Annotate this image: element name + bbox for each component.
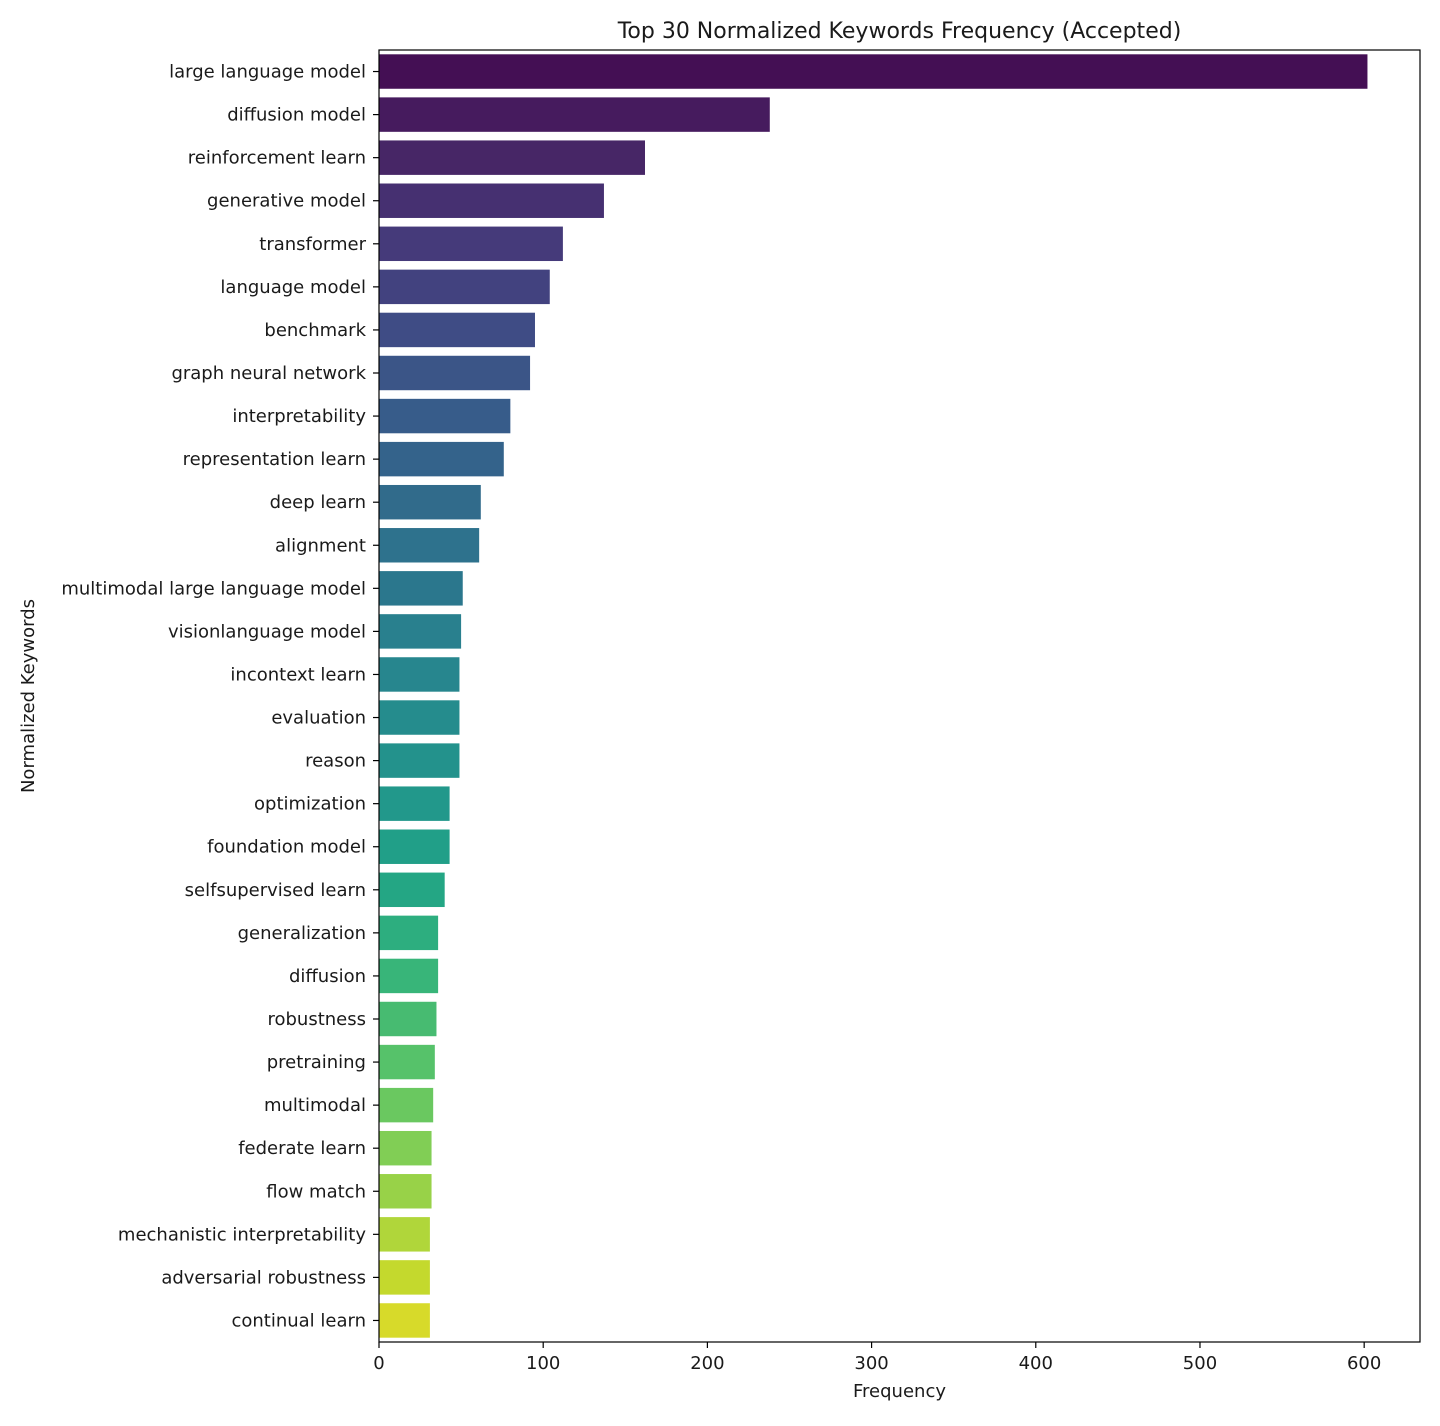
bar (379, 915, 439, 951)
y-tick-label: language model (220, 277, 366, 298)
x-tick-label: 100 (526, 1353, 560, 1374)
y-tick-label: reinforcement learn (188, 148, 366, 169)
bar (379, 355, 531, 391)
x-tick-label: 600 (1347, 1353, 1381, 1374)
y-tick-label: generative model (207, 191, 366, 212)
bar (379, 528, 480, 563)
y-tick-label: generalization (238, 923, 366, 944)
bar (379, 1130, 432, 1166)
y-tick-label: selfsupervised learn (185, 880, 366, 901)
bar (379, 54, 1368, 89)
bar (379, 743, 460, 778)
y-tick-label: adversarial robustness (161, 1267, 366, 1288)
y-tick-label: continual learn (231, 1310, 366, 1331)
y-tick-label: pretraining (267, 1052, 366, 1073)
y-tick-label: robustness (267, 1009, 366, 1030)
x-tick-label: 200 (690, 1353, 724, 1374)
bar (379, 1303, 430, 1338)
x-tick-label: 500 (1183, 1353, 1217, 1374)
y-tick-label: foundation model (207, 837, 366, 858)
y-tick-label: federate learn (238, 1138, 366, 1159)
chart-title: Top 30 Normalized Keywords Frequency (Ac… (617, 19, 1182, 44)
x-axis-ticks: 0 100 200 300 400 500 600 (373, 1342, 1381, 1374)
bar (379, 312, 535, 348)
y-tick-label: graph neural network (171, 363, 366, 384)
y-tick-label: representation learn (183, 449, 366, 470)
bar (379, 97, 770, 132)
y-tick-label: mechanistic interpretability (118, 1224, 366, 1245)
bar (379, 829, 450, 864)
bar (379, 441, 504, 477)
bar (379, 872, 445, 908)
y-tick-label: visionlanguage model (168, 621, 366, 642)
bar (379, 226, 563, 262)
y-tick-label: multimodal large language model (61, 578, 366, 599)
y-tick-label: diffusion model (227, 105, 366, 126)
bar (379, 958, 439, 994)
bar (379, 657, 460, 692)
bar (379, 1001, 437, 1037)
x-tick-label: 400 (1019, 1353, 1053, 1374)
x-axis-label: Frequency (853, 1381, 946, 1402)
y-axis-ticks: large language model diffusion model reinf… (61, 62, 379, 1331)
bar (379, 140, 645, 175)
y-tick-label: flow match (266, 1181, 366, 1202)
y-tick-label: multimodal (264, 1095, 366, 1116)
bar (379, 786, 450, 821)
y-tick-label: diffusion (289, 966, 366, 987)
y-tick-label: interpretability (232, 406, 366, 427)
bar (379, 1044, 435, 1080)
bars-group (379, 54, 1368, 1338)
y-tick-label: incontext learn (230, 664, 366, 685)
y-tick-label: alignment (275, 535, 366, 556)
y-tick-label: reason (305, 751, 366, 772)
bar (379, 571, 463, 606)
plot-frame (378, 49, 1421, 1343)
y-tick-label: evaluation (271, 708, 366, 729)
bar (379, 700, 460, 735)
y-tick-label: large language model (169, 62, 366, 83)
y-tick-label: transformer (259, 234, 366, 255)
y-tick-label: benchmark (264, 320, 366, 341)
bar (379, 1174, 432, 1209)
bar (379, 1260, 430, 1295)
y-tick-label: deep learn (270, 492, 366, 513)
x-tick-label: 300 (854, 1353, 888, 1374)
bar (379, 484, 481, 520)
x-tick-label: 0 (373, 1353, 384, 1374)
bar (379, 1217, 430, 1252)
y-tick-label: optimization (254, 794, 366, 815)
bar (379, 1087, 434, 1123)
bar (379, 614, 462, 649)
bar (379, 398, 511, 434)
bar (379, 269, 550, 305)
bar (379, 183, 604, 218)
y-axis-label: Normalized Keywords (18, 599, 39, 793)
